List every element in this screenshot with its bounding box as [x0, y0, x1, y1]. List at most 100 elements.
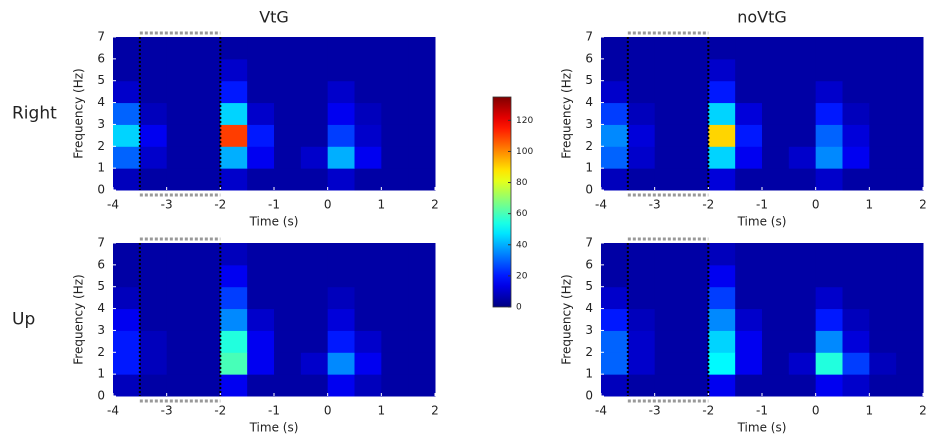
heat-cell: [408, 374, 436, 397]
heat-cell: [193, 286, 221, 310]
heat-cell: [896, 58, 924, 82]
heat-cell: [815, 308, 843, 331]
y-tick-label: 7: [97, 236, 105, 250]
row-label: Up: [12, 310, 35, 330]
heat-cell: [139, 37, 168, 60]
heat-cell: [735, 168, 763, 191]
heat-cell: [681, 37, 709, 60]
heat-cell: [193, 374, 221, 397]
heat-cell: [601, 308, 629, 331]
heat-cell: [708, 264, 736, 288]
x-tick-label: -4: [595, 404, 607, 418]
heat-cell: [708, 102, 736, 125]
heat-cell: [274, 146, 302, 169]
heat-cell: [408, 264, 436, 288]
heat-cell: [327, 352, 355, 375]
heat-cell: [408, 243, 436, 266]
heat-cell: [193, 124, 221, 147]
x-tick-label: -3: [649, 198, 661, 212]
y-tick-label: 7: [585, 30, 593, 44]
heat-cell: [788, 124, 817, 147]
heat-cell: [627, 124, 656, 147]
heat-cell: [601, 37, 629, 60]
heat-cell: [300, 146, 329, 169]
heat-cell: [869, 286, 897, 310]
heat-cell: [681, 286, 709, 310]
heat-cell: [327, 374, 355, 397]
heat-cell: [815, 168, 843, 191]
heat-cell: [166, 308, 194, 331]
heat-cell: [247, 308, 275, 331]
heat-cell: [408, 168, 436, 191]
heat-cell: [896, 330, 924, 353]
heat-cell: [381, 80, 409, 104]
heat-cell: [193, 243, 221, 266]
heat-cell: [166, 168, 194, 191]
heat-cell: [220, 80, 248, 104]
x-tick-label: 0: [324, 404, 332, 418]
heat-cell: [788, 243, 817, 266]
heat-cell: [735, 80, 763, 104]
heat-cell: [166, 264, 194, 288]
heat-cell: [654, 80, 682, 104]
heat-cell: [681, 243, 709, 266]
heat-cell: [274, 168, 302, 191]
heat-cell: [842, 80, 870, 104]
heat-cell: [166, 124, 194, 147]
heat-cell: [869, 58, 897, 82]
heat-cell: [247, 286, 275, 310]
y-tick-label: 3: [97, 117, 105, 131]
heat-cell: [681, 58, 709, 82]
heat-cell: [842, 330, 870, 353]
y-tick-label: 0: [97, 389, 105, 403]
heat-cell: [627, 374, 656, 397]
heat-cell: [220, 352, 248, 375]
x-tick-label: -4: [595, 198, 607, 212]
heat-cell: [220, 330, 248, 353]
heat-cell: [113, 168, 141, 191]
heat-cell: [300, 243, 329, 266]
heat-cell: [220, 102, 248, 125]
y-axis-label: Frequency (Hz): [560, 274, 574, 365]
heat-cell: [247, 352, 275, 375]
heat-cell: [788, 102, 817, 125]
x-tick-label: 2: [919, 404, 927, 418]
heat-cell: [408, 286, 436, 310]
heat-cell: [869, 168, 897, 191]
x-axis-label: Time (s): [249, 421, 299, 435]
heat-cell: [681, 102, 709, 125]
heat-cell: [654, 243, 682, 266]
heat-cell: [139, 330, 168, 353]
heat-cell: [788, 374, 817, 397]
heat-cell: [274, 58, 302, 82]
heat-cell: [354, 124, 382, 147]
heat-cell: [220, 146, 248, 169]
heat-cell: [735, 102, 763, 125]
heat-cell: [247, 58, 275, 82]
heat-cell: [354, 352, 382, 375]
x-tick-label: -4: [107, 198, 119, 212]
heat-cell: [735, 330, 763, 353]
heat-cell: [869, 264, 897, 288]
heat-cell: [708, 374, 736, 397]
heat-cell: [896, 308, 924, 331]
heat-cell: [869, 330, 897, 353]
heat-cell: [300, 286, 329, 310]
heat-cell: [139, 102, 168, 125]
heat-cell: [869, 352, 897, 375]
y-tick-label: 4: [97, 301, 105, 315]
heat-cell: [354, 308, 382, 331]
heat-cell: [220, 37, 248, 60]
heat-cell: [627, 286, 656, 310]
heat-cell: [601, 243, 629, 266]
heat-cell: [762, 168, 790, 191]
x-tick-label: 0: [812, 404, 820, 418]
heat-cell: [300, 374, 329, 397]
heat-cell: [627, 37, 656, 60]
heat-cell: [139, 264, 168, 288]
y-tick-label: 4: [97, 95, 105, 109]
heat-cell: [113, 37, 141, 60]
heat-cell: [654, 264, 682, 288]
heat-cell: [327, 264, 355, 288]
